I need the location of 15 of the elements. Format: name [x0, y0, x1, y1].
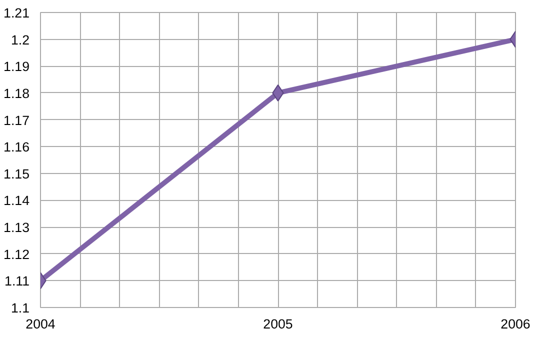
y-tick-label: 1.15 — [4, 166, 30, 182]
y-tick-label: 1.12 — [4, 246, 30, 262]
y-tick-label: 1.2 — [10, 32, 30, 48]
y-tick-label: 1.17 — [4, 112, 30, 128]
y-tick-label: 1.19 — [4, 59, 30, 74]
y-tick-label: 1.21 — [4, 6, 30, 20]
y-tick-label: 1.13 — [4, 220, 30, 236]
y-tick-label: 1.16 — [4, 140, 30, 155]
x-tick-label: 2006 — [500, 316, 530, 332]
y-tick-label: 1.11 — [4, 274, 30, 289]
y-tick-label: 1.18 — [4, 86, 30, 101]
y-tick-label: 1.1 — [10, 300, 30, 316]
x-tick-label: 2005 — [263, 316, 293, 332]
x-tick-label: 2004 — [26, 316, 56, 332]
y-tick-label: 1.14 — [4, 193, 30, 208]
